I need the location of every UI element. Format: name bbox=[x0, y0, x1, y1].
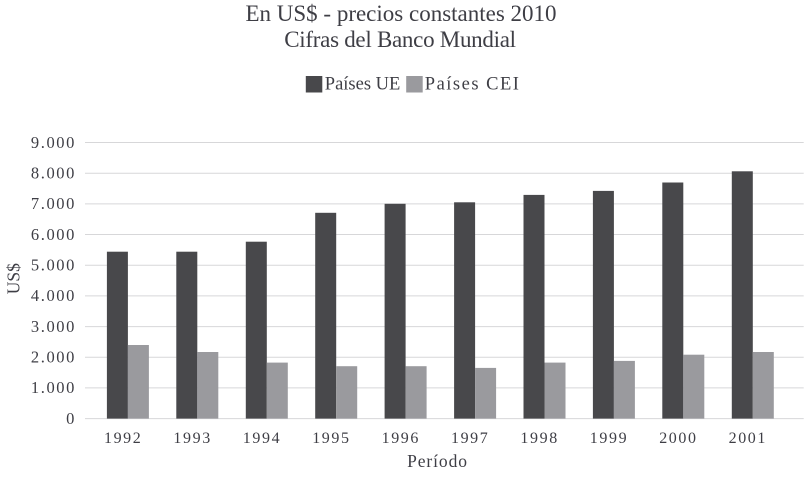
svg-text:1.000: 1.000 bbox=[31, 378, 76, 397]
svg-text:Países UE: Países UE bbox=[325, 74, 401, 94]
svg-text:1994: 1994 bbox=[243, 430, 281, 447]
svg-text:En US$ - precios constantes 20: En US$ - precios constantes 2010 bbox=[245, 1, 556, 26]
svg-text:7.000: 7.000 bbox=[31, 194, 76, 213]
svg-text:2000: 2000 bbox=[659, 430, 697, 447]
svg-text:3.000: 3.000 bbox=[31, 317, 76, 336]
svg-text:6.000: 6.000 bbox=[31, 225, 76, 244]
svg-text:Cifras del Banco Mundial: Cifras del Banco Mundial bbox=[284, 27, 516, 52]
svg-text:5.000: 5.000 bbox=[31, 256, 76, 275]
svg-text:1992: 1992 bbox=[104, 430, 142, 447]
svg-text:US$: US$ bbox=[4, 263, 24, 294]
svg-text:1993: 1993 bbox=[173, 430, 211, 447]
svg-text:4.000: 4.000 bbox=[31, 286, 76, 305]
svg-text:1997: 1997 bbox=[451, 430, 489, 447]
svg-text:1996: 1996 bbox=[382, 430, 420, 447]
svg-text:Período: Período bbox=[407, 451, 468, 471]
svg-text:9.000: 9.000 bbox=[31, 133, 76, 152]
svg-text:2001: 2001 bbox=[729, 430, 767, 447]
svg-text:8.000: 8.000 bbox=[31, 164, 76, 183]
svg-text:2.000: 2.000 bbox=[31, 348, 76, 367]
svg-text:Países CEI: Países CEI bbox=[425, 74, 521, 94]
svg-text:0: 0 bbox=[66, 409, 76, 428]
svg-text:1995: 1995 bbox=[312, 430, 350, 447]
svg-text:1998: 1998 bbox=[520, 430, 558, 447]
svg-text:1999: 1999 bbox=[590, 430, 628, 447]
